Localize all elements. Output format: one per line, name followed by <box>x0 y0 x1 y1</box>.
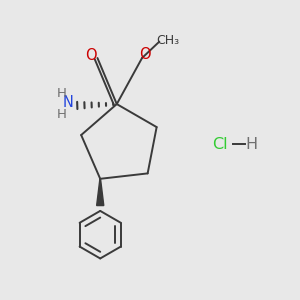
Text: O: O <box>139 47 151 62</box>
Polygon shape <box>97 179 104 206</box>
Text: N: N <box>63 95 74 110</box>
Text: H: H <box>245 136 257 152</box>
Text: H: H <box>56 87 66 100</box>
Text: H: H <box>56 108 66 121</box>
Text: Cl: Cl <box>212 136 228 152</box>
Text: O: O <box>85 47 97 62</box>
Text: CH₃: CH₃ <box>157 34 180 47</box>
